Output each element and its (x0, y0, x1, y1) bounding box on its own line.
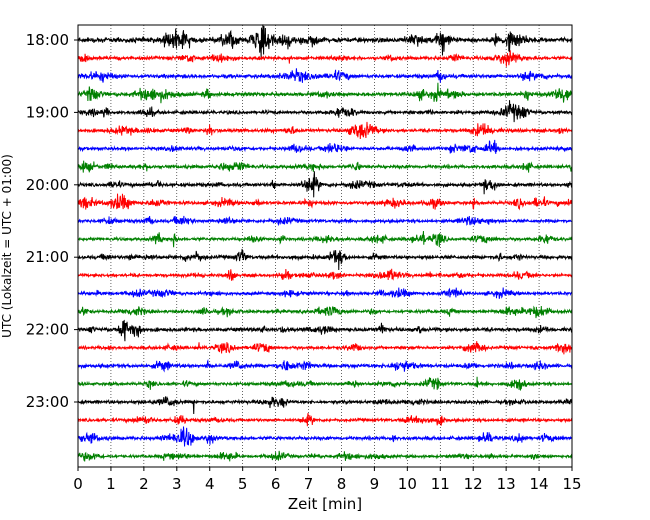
x-tick-label-14: 14 (530, 475, 549, 493)
trace-2300 (77, 396, 573, 414)
trace-2315 (77, 413, 573, 427)
x-tick-label-7: 7 (304, 475, 314, 493)
x-tick-label-4: 4 (205, 475, 215, 493)
y-tick-label-1: 19:00 (26, 103, 69, 121)
trace-2230 (77, 358, 573, 373)
trace-2130 (77, 287, 573, 299)
trace-2000 (77, 171, 573, 198)
trace-2115 (77, 268, 573, 281)
x-tick-label-10: 10 (398, 475, 417, 493)
x-axis-ticks: 0 1 2 3 4 5 6 7 8 9 10 11 12 13 14 15 (73, 467, 582, 493)
trace-2345 (77, 450, 573, 462)
trace-1930 (77, 139, 573, 154)
trace-2045 (77, 231, 573, 248)
x-tick-label-1: 1 (106, 475, 116, 493)
trace-1945 (77, 160, 573, 173)
trace-2145 (77, 305, 573, 319)
y-axis-label: UTC (Lokalzeit = UTC + 01:00) (0, 154, 14, 338)
trace-2330 (77, 426, 573, 447)
x-tick-label-2: 2 (139, 475, 149, 493)
y-tick-label-5: 23:00 (26, 393, 69, 411)
y-axis-ticks: 18:00 19:00 20:00 21:00 22:00 23:00 (26, 31, 78, 411)
x-axis-label: Zeit [min] (288, 495, 362, 513)
x-tick-label-12: 12 (464, 475, 483, 493)
y-tick-label-4: 22:00 (26, 321, 69, 339)
trace-1915 (77, 121, 573, 140)
y-tick-label-0: 18:00 (26, 31, 69, 49)
x-tick-label-9: 9 (370, 475, 380, 493)
y-tick-label-2: 20:00 (26, 176, 69, 194)
x-tick-label-3: 3 (172, 475, 182, 493)
trace-2200 (77, 319, 573, 342)
trace-2100 (77, 248, 573, 271)
trace-1900 (77, 100, 573, 123)
x-tick-label-5: 5 (238, 475, 248, 493)
trace-2215 (77, 341, 573, 355)
trace-1815 (77, 50, 573, 67)
x-tick-label-11: 11 (431, 475, 450, 493)
x-tick-label-8: 8 (337, 475, 347, 493)
trace-2015 (77, 193, 573, 211)
plot-frame (77, 24, 573, 468)
trace-2030 (77, 215, 573, 227)
trace-1800 (77, 24, 573, 59)
y-tick-label-3: 21:00 (26, 248, 69, 266)
trace-1845 (77, 82, 573, 104)
x-tick-label-13: 13 (497, 475, 516, 493)
x-tick-label-6: 6 (271, 475, 281, 493)
trace-1830 (77, 68, 573, 83)
x-tick-label-15: 15 (562, 475, 581, 493)
trace-2245 (77, 376, 573, 391)
seismic-traces (77, 24, 573, 462)
x-tick-label-0: 0 (73, 475, 83, 493)
